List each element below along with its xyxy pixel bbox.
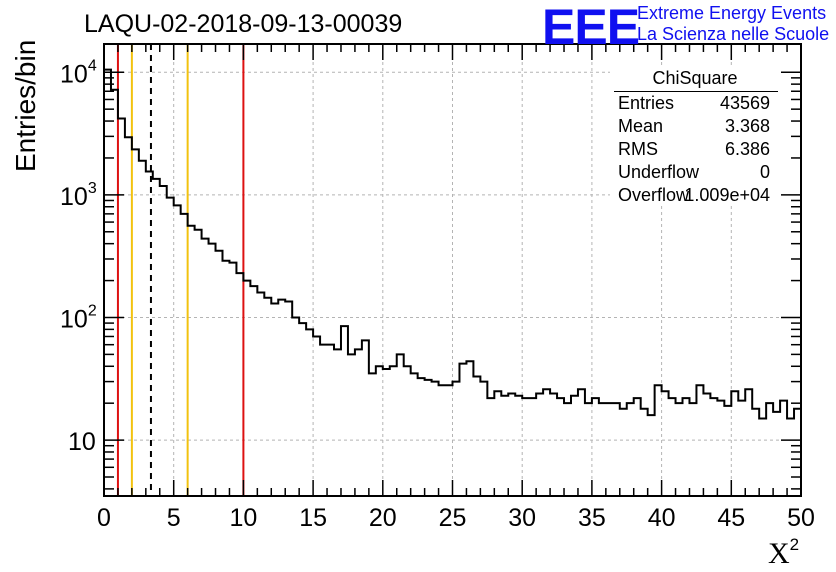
y-tick-base: 10 (68, 428, 96, 456)
y-tick-label: 104 (60, 57, 97, 88)
stats-row-rms: RMS 6.386 (618, 139, 770, 161)
stats-key: Underflow (618, 162, 700, 182)
eee-logo: EEE (542, 0, 640, 55)
axis-ticks (103, 44, 802, 496)
logo-line-2: La Scienza nelle Scuole (637, 24, 830, 44)
stats-value: 3.368 (724, 116, 770, 136)
y-tick-label: 10 (68, 428, 96, 456)
y-tick-base: 10 (60, 60, 88, 88)
stats-value: 43569 (719, 93, 770, 113)
y-tick-exponent: 3 (88, 180, 97, 197)
histogram-series (104, 68, 801, 420)
grid-lines (104, 44, 801, 496)
stats-row-underflow: Underflow 0 (618, 162, 770, 184)
x-tick-label: 15 (299, 504, 327, 532)
y-tick-base: 10 (60, 305, 88, 333)
x-tick-label: 25 (439, 504, 467, 532)
y-tick-label: 103 (60, 180, 97, 211)
stats-row-mean: Mean 3.368 (618, 116, 770, 138)
stats-key: Mean (618, 116, 664, 136)
x-tick-label: 40 (648, 504, 676, 532)
x-axis-label-exponent: 2 (789, 535, 800, 554)
stats-divider (614, 91, 778, 92)
stats-row-entries: Entries 43569 (618, 93, 770, 115)
stats-title: ChiSquare (652, 68, 738, 88)
y-axis-label: Entries/bin (10, 39, 41, 172)
stats-row-overflow: Overflow 1.009e+04 (618, 185, 770, 207)
y-tick-exponent: 2 (88, 302, 97, 319)
logo-line-1: Extreme Energy Events (637, 3, 827, 23)
x-axis-label-base: X (768, 537, 790, 570)
stats-key: Overflow (618, 185, 690, 205)
x-tick-label: 35 (578, 504, 606, 532)
x-axis-label: X2 (768, 535, 799, 571)
x-tick-label: 30 (508, 504, 536, 532)
x-tick-label: 20 (369, 504, 397, 532)
x-tick-labels: 0 5 10 15 20 25 30 35 40 45 50 (97, 504, 815, 532)
stats-key: Entries (618, 93, 675, 113)
y-tick-exponent: 4 (88, 57, 97, 74)
stats-box: ChiSquare Entries 43569 Mean 3.368 RMS 6… (610, 66, 780, 206)
y-tick-label: 102 (60, 302, 97, 333)
y-tick-base: 10 (60, 183, 88, 211)
x-tick-label: 0 (97, 504, 111, 532)
stats-value: 6.386 (724, 139, 770, 159)
plot-title: LAQU-02-2018-09-13-00039 (84, 10, 403, 38)
stats-key: RMS (618, 139, 658, 159)
x-tick-label: 50 (787, 504, 815, 532)
x-tick-label: 45 (717, 504, 745, 532)
x-tick-label: 5 (167, 504, 181, 532)
x-tick-label: 10 (229, 504, 257, 532)
stats-value: 1.009e+04 (684, 185, 770, 205)
stats-value: 0 (759, 162, 770, 182)
reference-lines (116, 44, 245, 496)
